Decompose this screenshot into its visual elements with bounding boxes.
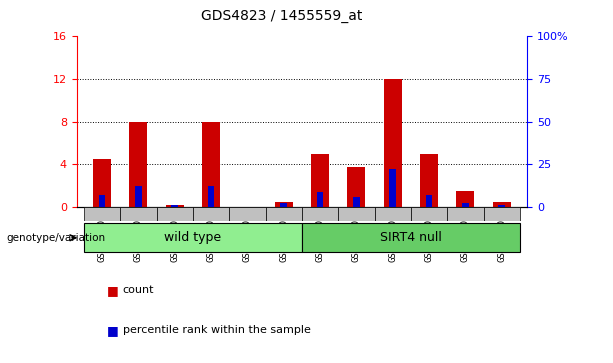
Bar xyxy=(202,122,220,207)
Text: SIRT4 null: SIRT4 null xyxy=(380,231,442,244)
Bar xyxy=(129,122,148,207)
Bar xyxy=(426,195,432,207)
Bar xyxy=(462,204,469,207)
Bar xyxy=(338,207,375,221)
Bar xyxy=(99,195,105,207)
Bar xyxy=(484,207,520,221)
Bar xyxy=(275,201,293,207)
Bar xyxy=(384,79,402,207)
Text: GDS4823 / 1455559_at: GDS4823 / 1455559_at xyxy=(201,9,363,23)
Bar xyxy=(93,159,111,207)
Bar xyxy=(420,154,438,207)
Bar xyxy=(208,187,215,207)
Text: ■: ■ xyxy=(107,324,119,337)
Bar xyxy=(281,204,287,207)
Text: genotype/variation: genotype/variation xyxy=(6,233,105,243)
Bar xyxy=(265,207,302,221)
Bar xyxy=(302,207,338,221)
Text: count: count xyxy=(123,285,154,295)
Bar xyxy=(166,205,184,207)
Bar xyxy=(229,207,265,221)
Bar xyxy=(317,192,323,207)
Text: ■: ■ xyxy=(107,284,119,297)
Bar xyxy=(498,205,505,207)
Bar xyxy=(156,207,193,221)
Bar xyxy=(172,205,178,207)
Bar xyxy=(456,191,474,207)
Bar xyxy=(375,207,411,221)
Bar xyxy=(389,170,396,207)
Bar xyxy=(411,207,447,221)
Bar xyxy=(84,207,120,221)
Text: wild type: wild type xyxy=(164,231,221,244)
Bar xyxy=(348,167,365,207)
Bar xyxy=(311,154,329,207)
Bar xyxy=(135,187,142,207)
Text: percentile rank within the sample: percentile rank within the sample xyxy=(123,325,310,335)
Bar xyxy=(120,207,156,221)
FancyBboxPatch shape xyxy=(302,223,520,253)
Bar xyxy=(493,201,511,207)
Bar xyxy=(193,207,229,221)
FancyBboxPatch shape xyxy=(84,223,302,253)
Bar xyxy=(447,207,484,221)
Bar xyxy=(353,197,360,207)
